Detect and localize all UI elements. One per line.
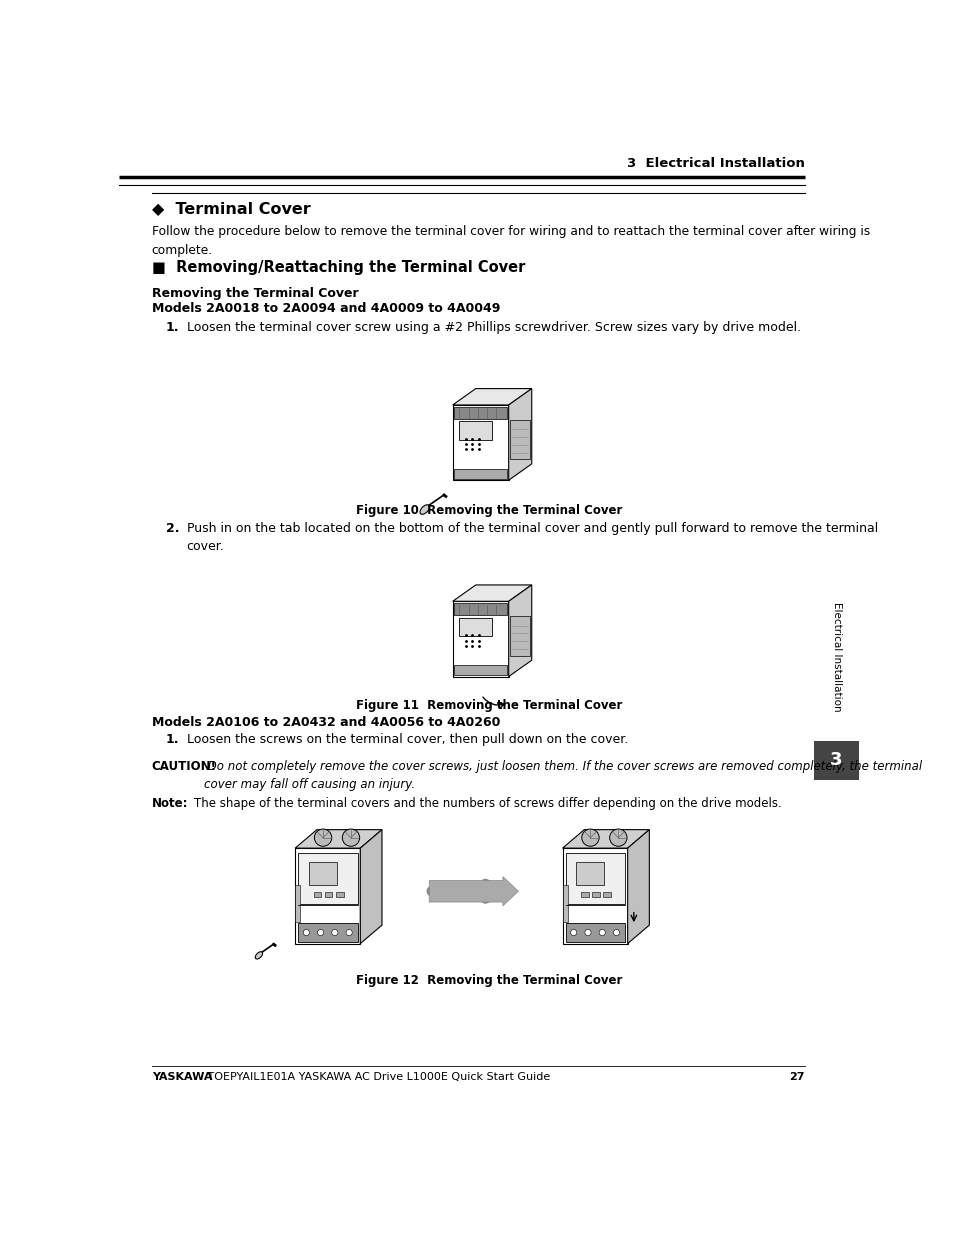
Bar: [814, 741, 858, 779]
Text: Removing the Terminal Cover: Removing the Terminal Cover: [152, 287, 358, 300]
Polygon shape: [508, 585, 531, 677]
Circle shape: [314, 829, 332, 846]
Bar: [565, 853, 624, 904]
Text: CAUTION!: CAUTION!: [152, 761, 216, 773]
Bar: [454, 603, 507, 615]
FancyBboxPatch shape: [453, 601, 508, 677]
FancyBboxPatch shape: [458, 421, 492, 440]
Text: Figure 11  Removing the Terminal Cover: Figure 11 Removing the Terminal Cover: [355, 699, 621, 711]
Text: 2.: 2.: [166, 521, 179, 535]
Bar: [510, 616, 529, 656]
Circle shape: [342, 829, 359, 846]
FancyArrow shape: [429, 877, 517, 906]
Bar: [562, 885, 567, 923]
Polygon shape: [453, 585, 531, 601]
Bar: [454, 469, 507, 479]
Circle shape: [613, 930, 618, 936]
Polygon shape: [562, 830, 649, 848]
Text: 3: 3: [829, 751, 841, 769]
Circle shape: [609, 829, 626, 846]
Text: Loosen the terminal cover screw using a #2 Phillips screwdriver. Screw sizes var: Loosen the terminal cover screw using a …: [187, 321, 800, 335]
Ellipse shape: [419, 505, 429, 514]
Bar: [814, 572, 858, 741]
Text: Do not completely remove the cover screws, just loosen them. If the cover screws: Do not completely remove the cover screw…: [204, 761, 922, 792]
Bar: [565, 924, 624, 942]
Circle shape: [570, 930, 577, 936]
Ellipse shape: [255, 952, 262, 960]
Circle shape: [317, 930, 323, 936]
Bar: [325, 893, 332, 898]
Text: Note:: Note:: [152, 797, 188, 809]
Bar: [510, 420, 529, 459]
Text: Models 2A0018 to 2A0094 and 4A0009 to 4A0049: Models 2A0018 to 2A0094 and 4A0009 to 4A…: [152, 303, 499, 315]
Bar: [592, 893, 599, 898]
Polygon shape: [453, 389, 531, 405]
Bar: [309, 862, 336, 885]
Text: Loosen the screws on the terminal cover, then pull down on the cover.: Loosen the screws on the terminal cover,…: [187, 734, 627, 746]
Polygon shape: [360, 830, 381, 944]
Text: ■  Removing/Reattaching the Terminal Cover: ■ Removing/Reattaching the Terminal Cove…: [152, 259, 524, 275]
Polygon shape: [294, 830, 381, 848]
Bar: [576, 862, 603, 885]
Text: Figure 10  Removing the Terminal Cover: Figure 10 Removing the Terminal Cover: [355, 504, 621, 517]
Text: 1.: 1.: [166, 734, 179, 746]
Text: Models 2A0106 to 2A0432 and 4A0056 to 4A0260: Models 2A0106 to 2A0432 and 4A0056 to 4A…: [152, 716, 499, 730]
Polygon shape: [627, 830, 649, 944]
FancyBboxPatch shape: [294, 848, 360, 944]
FancyBboxPatch shape: [458, 618, 492, 636]
Circle shape: [584, 930, 591, 936]
Text: TOEPYAIL1E01A YASKAWA AC Drive L1000E Quick Start Guide: TOEPYAIL1E01A YASKAWA AC Drive L1000E Qu…: [204, 1072, 550, 1082]
Text: YASKAWA: YASKAWA: [152, 1072, 213, 1082]
FancyBboxPatch shape: [562, 848, 627, 944]
Bar: [580, 893, 588, 898]
Polygon shape: [508, 389, 531, 480]
FancyBboxPatch shape: [453, 405, 508, 480]
Bar: [298, 853, 357, 904]
Text: 1.: 1.: [166, 321, 179, 335]
Text: 27: 27: [789, 1072, 804, 1082]
Circle shape: [581, 829, 598, 846]
Bar: [314, 893, 321, 898]
Circle shape: [332, 930, 337, 936]
Text: Electrical Installation: Electrical Installation: [831, 601, 841, 711]
Bar: [454, 666, 507, 676]
Bar: [454, 406, 507, 419]
Text: ◆  Terminal Cover: ◆ Terminal Cover: [152, 200, 311, 216]
Circle shape: [346, 930, 352, 936]
Circle shape: [598, 930, 605, 936]
Bar: [335, 893, 343, 898]
Text: Follow the procedure below to remove the terminal cover for wiring and to reatta: Follow the procedure below to remove the…: [152, 225, 869, 257]
Text: Figure 12  Removing the Terminal Cover: Figure 12 Removing the Terminal Cover: [355, 973, 621, 987]
Text: Push in on the tab located on the bottom of the terminal cover and gently pull f: Push in on the tab located on the bottom…: [187, 521, 877, 553]
Circle shape: [303, 930, 309, 936]
Text: 3  Electrical Installation: 3 Electrical Installation: [626, 157, 804, 169]
Bar: [603, 893, 610, 898]
Text: The shape of the terminal covers and the numbers of screws differ depending on t: The shape of the terminal covers and the…: [194, 797, 781, 809]
Bar: [298, 924, 357, 942]
Bar: [294, 885, 300, 923]
